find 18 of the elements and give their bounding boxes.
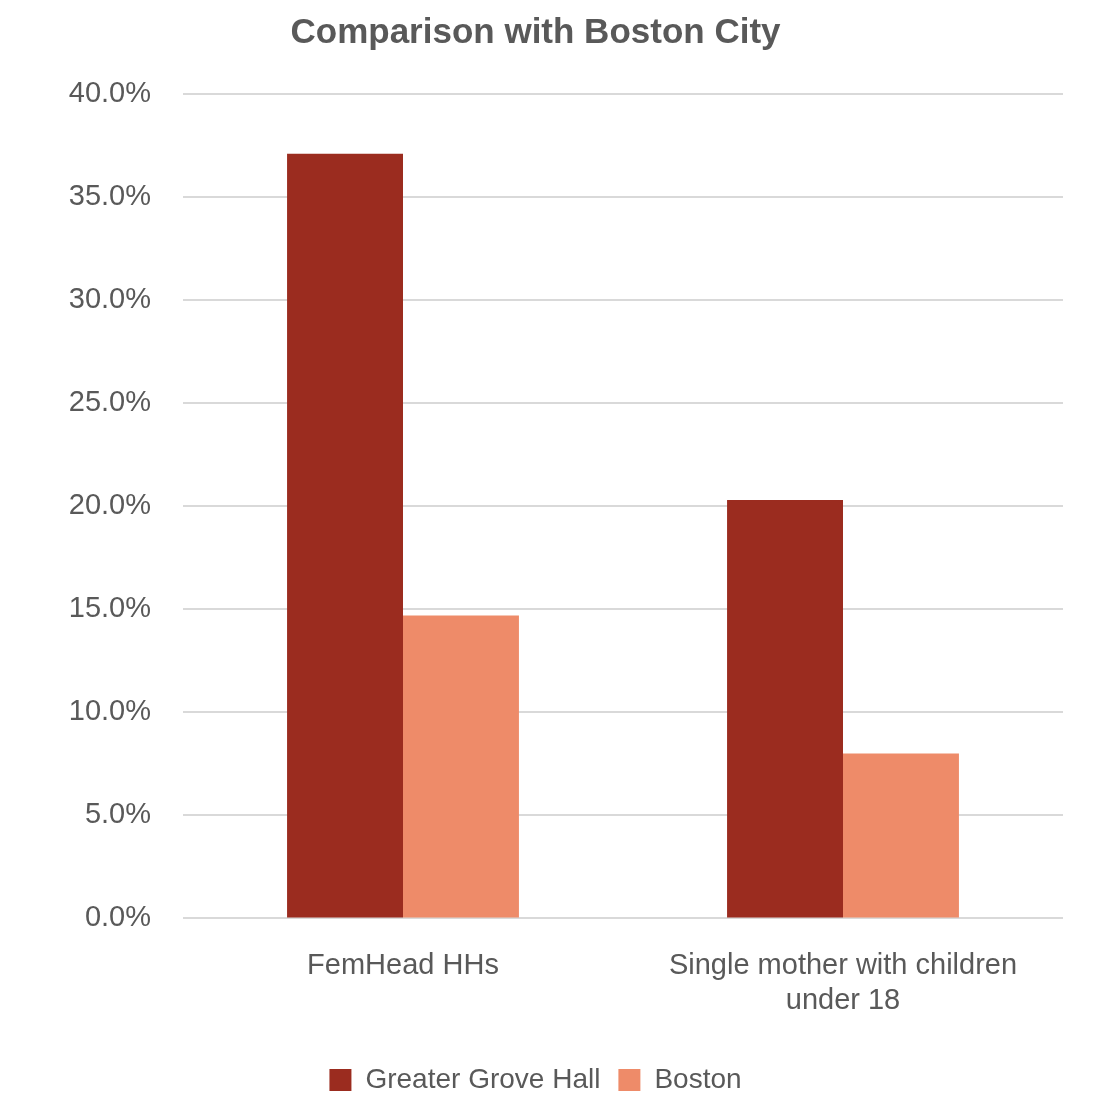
bar [287,153,403,918]
y-tick-label: 25.0% [68,385,151,418]
legend-label: Greater Grove Hall [365,1062,601,1094]
y-tick-label: 0.0% [84,900,151,933]
bar [403,615,519,918]
bar [727,500,843,918]
x-tick-label: Single mother with children under 18 [668,947,1018,1015]
chart-title: Comparison with Boston City [290,10,782,50]
y-tick-label: 5.0% [84,797,151,830]
legend-label: Boston [654,1062,742,1094]
y-tick-label: 15.0% [68,591,151,624]
y-tick-label: 35.0% [68,179,151,212]
y-tick-label: 20.0% [68,488,151,521]
bar [843,753,959,918]
y-tick-label: 40.0% [68,76,151,108]
y-tick-label: 30.0% [68,282,151,315]
y-tick-label: 10.0% [68,694,151,727]
x-tick-label: FemHead HHs [307,947,499,980]
